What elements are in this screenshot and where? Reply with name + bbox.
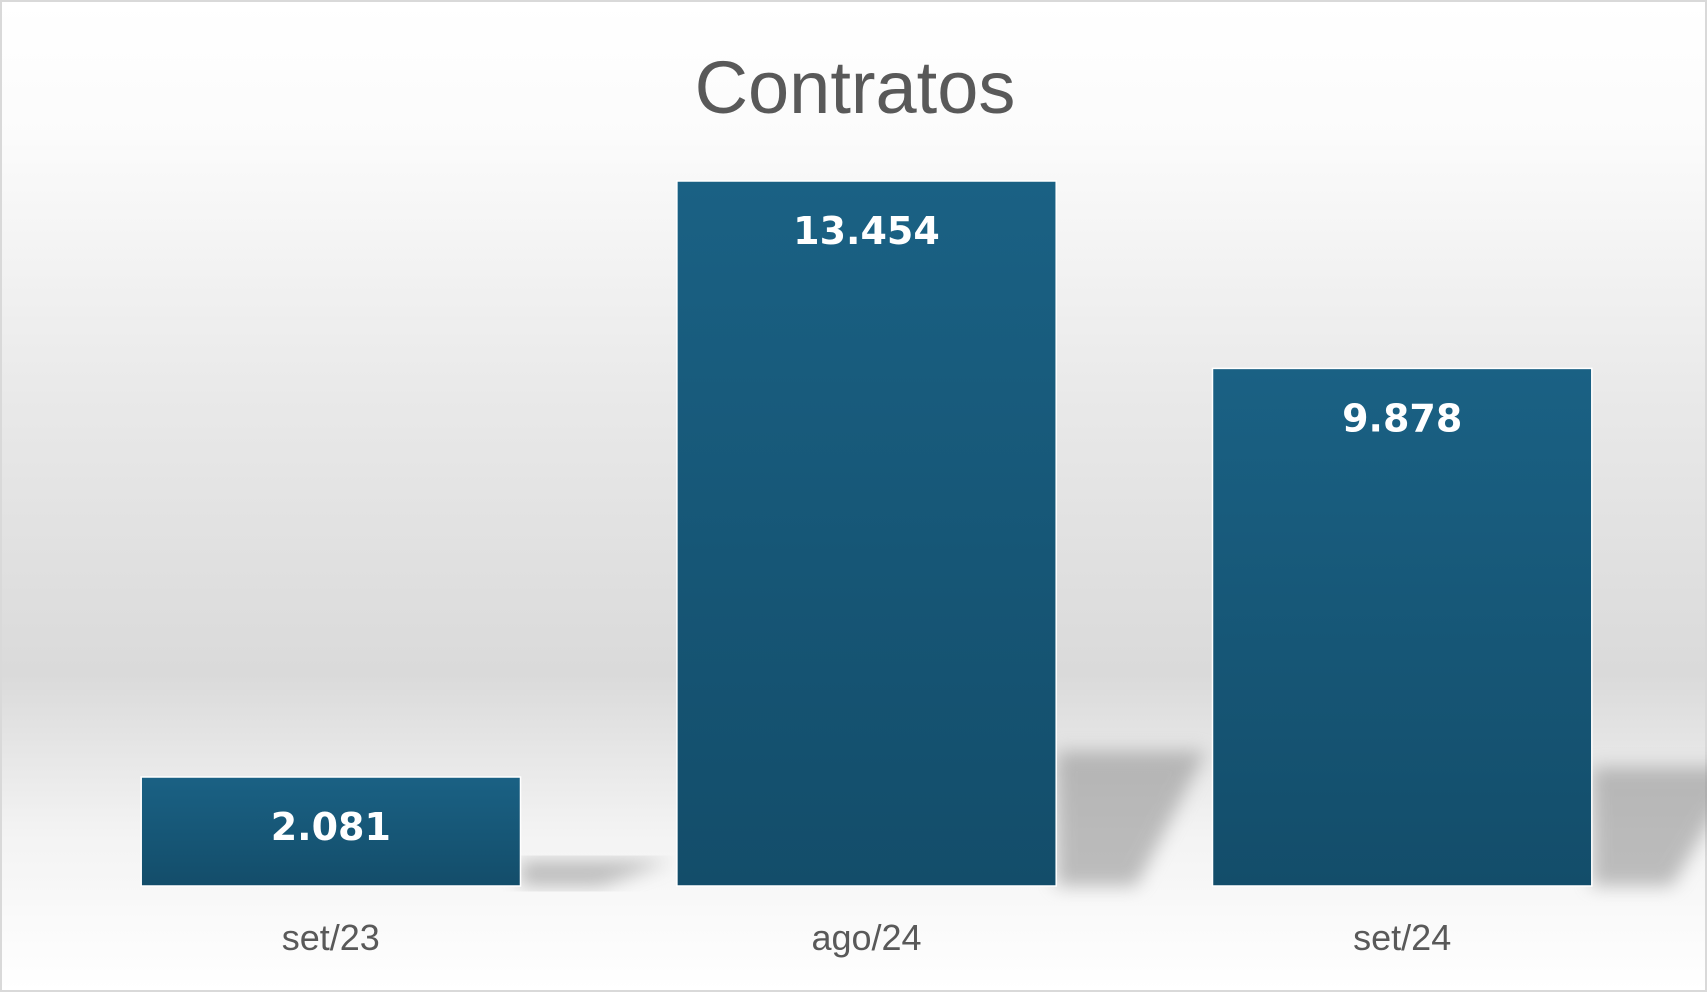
bar-shadow <box>1056 751 1207 886</box>
data-label: 9.878 <box>1342 396 1462 440</box>
data-label: 13.454 <box>793 209 940 253</box>
category-tick-label: set/23 <box>282 917 380 958</box>
bar-set-24 <box>1211 367 1593 887</box>
bar-ago-24 <box>676 180 1057 887</box>
bars <box>140 180 1593 887</box>
bar-shadows <box>520 751 1707 886</box>
category-tick-label: set/24 <box>1353 917 1451 958</box>
category-tick-label: ago/24 <box>811 917 921 958</box>
bar-set-23 <box>140 776 522 887</box>
bar-shadow <box>1591 766 1707 886</box>
data-label: 2.081 <box>271 805 391 849</box>
chart-title: Contratos <box>695 46 1016 129</box>
value-labels: 2.081 13.454 9.878 <box>271 209 1463 849</box>
category-labels: set/23 ago/24 set/24 <box>282 917 1451 958</box>
bar-shadow <box>520 860 671 886</box>
